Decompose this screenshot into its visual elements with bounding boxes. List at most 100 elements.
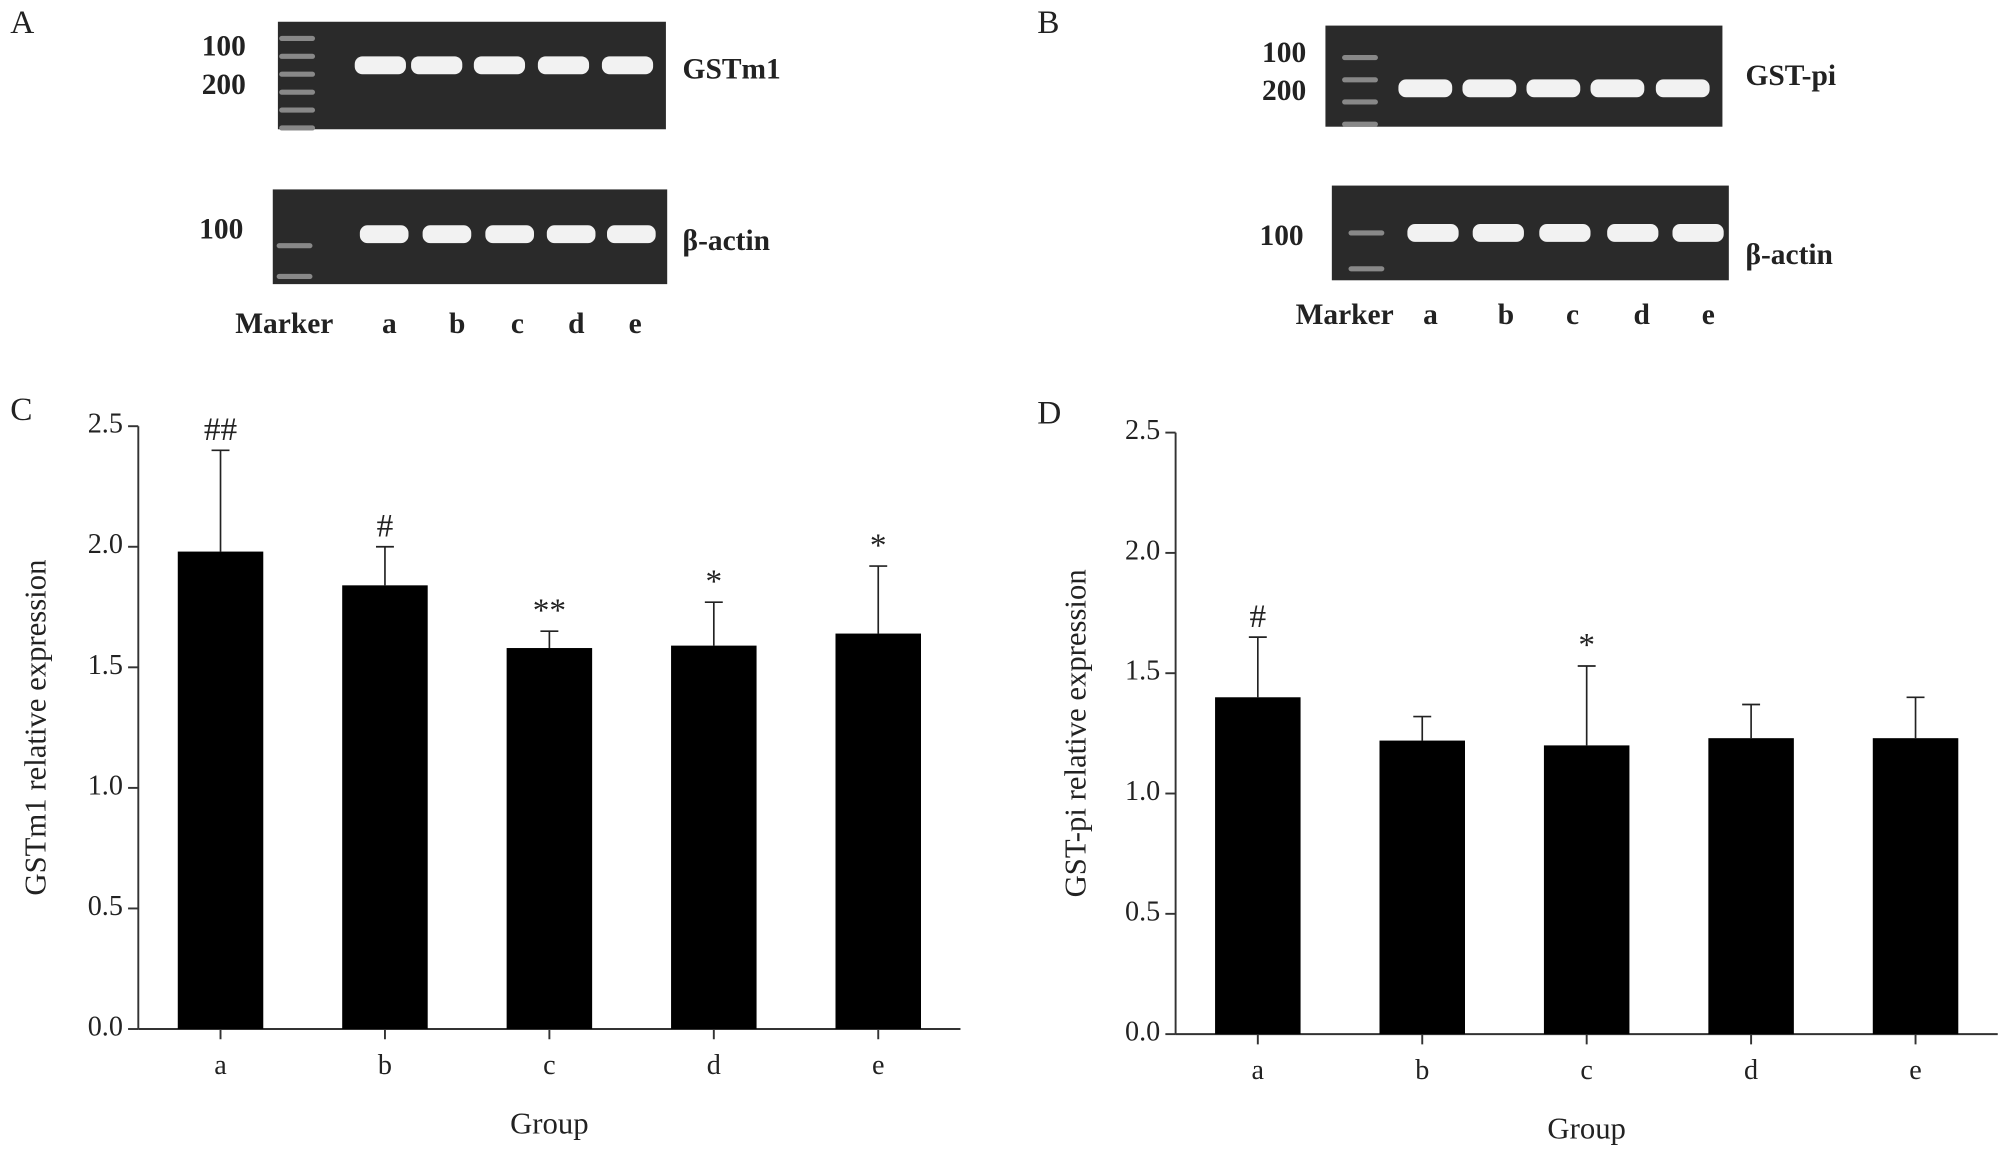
significance-label: *	[1578, 627, 1595, 664]
gel-band	[473, 56, 526, 75]
gene-label: GSTm1	[683, 53, 781, 85]
y-tick-label: 0.0	[1125, 1017, 1160, 1048]
lane-label: c	[1566, 299, 1579, 331]
y-tick-label: 0.0	[88, 1011, 123, 1042]
gel-band	[1407, 223, 1459, 242]
gel-band	[1539, 223, 1591, 242]
lane-label: d	[1634, 299, 1651, 331]
bar	[1215, 697, 1301, 1035]
bar	[342, 585, 428, 1030]
gel-band	[546, 225, 596, 244]
gel-band	[354, 56, 406, 75]
significance-label: *	[870, 527, 887, 564]
bar	[177, 551, 264, 1030]
x-tick-label: c	[543, 1050, 556, 1081]
ladder-band	[1342, 55, 1378, 61]
lane-label: b	[1498, 299, 1514, 331]
panel-letter: A	[10, 4, 34, 41]
marker-label: 200	[1262, 75, 1306, 107]
y-tick-label: 0.5	[1125, 896, 1160, 927]
marker-label: 100	[202, 30, 246, 62]
ladder-band	[279, 125, 316, 131]
gel-band	[537, 56, 590, 75]
ladder-band	[279, 71, 316, 77]
lane-label: Marker	[1296, 299, 1394, 331]
gel-band	[1472, 223, 1524, 242]
x-tick-label: b	[378, 1050, 392, 1081]
y-tick-label: 2.5	[1125, 415, 1160, 446]
ladder-band	[1342, 77, 1378, 83]
x-tick-label: e	[1909, 1055, 1922, 1086]
ladder-band	[1348, 230, 1385, 236]
x-axis-label: Group	[510, 1106, 589, 1140]
y-tick-label: 1.0	[88, 770, 123, 801]
ladder-band	[276, 243, 313, 249]
y-tick-label: 1.5	[88, 650, 123, 681]
significance-label: ##	[204, 411, 238, 448]
gel	[1331, 185, 1729, 281]
gel-band	[1462, 79, 1517, 98]
y-axis-label: GST-pi relative expression	[1058, 569, 1092, 897]
x-tick-label: e	[872, 1050, 885, 1081]
x-tick-label: d	[707, 1050, 721, 1081]
lane-label: e	[1702, 299, 1715, 331]
y-tick-label: 2.0	[88, 529, 123, 560]
gel	[1325, 25, 1723, 127]
y-tick-label: 0.5	[88, 891, 123, 922]
significance-label: *	[705, 563, 722, 600]
x-tick-label: b	[1415, 1055, 1429, 1086]
y-tick-label: 1.0	[1125, 776, 1160, 807]
lane-label: d	[568, 308, 585, 340]
bar	[506, 648, 593, 1030]
lane-label: Marker	[235, 308, 333, 340]
bar	[1872, 738, 1959, 1035]
gel-band	[1655, 79, 1710, 98]
marker-label: 100	[1262, 37, 1306, 69]
gel-band	[601, 56, 654, 75]
bar	[671, 645, 757, 1030]
ladder-band	[279, 107, 316, 113]
gel	[277, 21, 666, 130]
bar	[1543, 745, 1630, 1035]
significance-label: #	[1249, 598, 1266, 635]
panel-letter: C	[10, 391, 32, 428]
ladder-band	[279, 35, 316, 41]
gel-band	[607, 225, 656, 244]
marker-label: 100	[199, 213, 243, 245]
significance-label: **	[533, 592, 566, 629]
gene-label: β-actin	[683, 225, 770, 257]
lane-label: a	[1423, 299, 1438, 331]
x-axis-label: Group	[1547, 1111, 1626, 1145]
ladder-band	[1348, 266, 1385, 272]
gene-label: β-actin	[1745, 239, 1832, 271]
panel-letter: B	[1037, 4, 1059, 41]
marker-label: 200	[202, 69, 246, 101]
y-tick-label: 2.0	[1125, 535, 1160, 566]
marker-label: 100	[1259, 220, 1303, 252]
ladder-band	[1342, 121, 1378, 127]
panel-letter: D	[1037, 395, 1061, 432]
gel-band	[411, 56, 463, 75]
gel-band	[359, 225, 409, 244]
lane-label: b	[449, 308, 465, 340]
ladder-band	[1342, 99, 1378, 105]
x-tick-label: a	[1252, 1055, 1265, 1086]
gel-band	[1607, 223, 1659, 242]
y-tick-label: 1.5	[1125, 656, 1160, 687]
gel-band	[1672, 223, 1724, 242]
gel-band	[422, 225, 472, 244]
gel-band	[1526, 79, 1581, 98]
ladder-band	[279, 53, 316, 59]
gel-band	[485, 225, 535, 244]
significance-label: #	[377, 507, 394, 544]
gel-band	[1398, 79, 1453, 98]
y-axis-label: GSTm1 relative expression	[18, 560, 52, 896]
ladder-band	[276, 273, 313, 280]
bar	[835, 633, 921, 1030]
lane-label: c	[511, 308, 524, 340]
bar	[1708, 738, 1794, 1035]
gel-band	[1590, 79, 1645, 98]
x-tick-label: c	[1580, 1055, 1593, 1086]
x-tick-label: a	[214, 1050, 227, 1081]
